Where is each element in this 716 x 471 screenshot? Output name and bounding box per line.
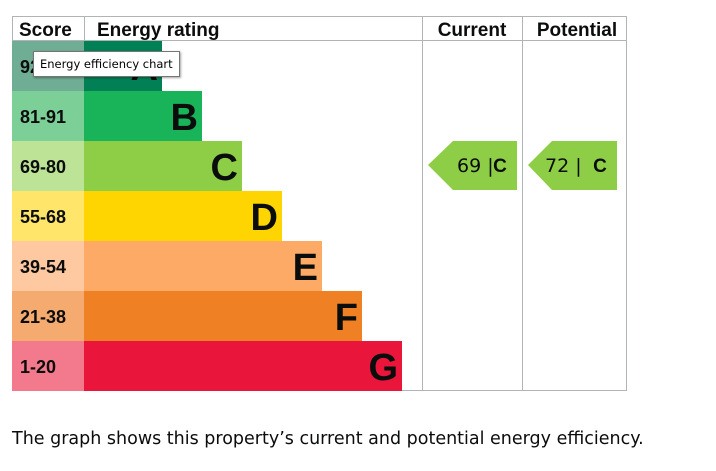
potential-rating-arrow xyxy=(528,141,617,190)
rating-bar xyxy=(84,91,202,141)
header-energy-rating: Energy rating xyxy=(97,20,219,41)
rating-band-d: 55-68 D xyxy=(12,191,282,241)
rating-letter: C xyxy=(211,147,238,189)
rating-letter: E xyxy=(293,247,318,289)
current-rating-value: 69 | xyxy=(457,155,494,177)
current-rating-letter: C xyxy=(493,156,507,177)
score-label: 55-68 xyxy=(20,207,66,227)
potential-rating-letter: C xyxy=(593,156,607,177)
score-label: 39-54 xyxy=(20,257,66,277)
rating-bar xyxy=(84,291,362,341)
score-label: 69-80 xyxy=(20,157,66,177)
header-current: Current xyxy=(438,20,507,41)
score-cell xyxy=(12,91,84,141)
chart-caption: The graph shows this property’s current … xyxy=(12,429,644,449)
score-cell xyxy=(12,291,84,341)
rating-band-c: 69-80 C xyxy=(12,141,242,191)
rating-letter: G xyxy=(368,347,398,389)
score-cell xyxy=(12,191,84,241)
header-score: Score xyxy=(19,20,72,41)
score-label: 21-38 xyxy=(20,307,66,327)
rating-letter: B xyxy=(171,97,198,139)
rating-letter: F xyxy=(335,297,358,339)
rating-bar xyxy=(84,241,322,291)
rating-band-b: 81-91 B xyxy=(12,91,202,141)
rating-band-f: 21-38 F xyxy=(12,291,362,341)
potential-rating-value: 72 | xyxy=(545,155,582,177)
rating-bar xyxy=(84,191,282,241)
score-cell xyxy=(12,341,84,391)
header-potential: Potential xyxy=(537,20,617,41)
score-label: 81-91 xyxy=(20,107,66,127)
current-rating-arrow xyxy=(428,141,517,190)
rating-band-g: 1-20 G xyxy=(12,341,402,391)
score-cell xyxy=(12,241,84,291)
rating-letter: D xyxy=(251,197,278,239)
rating-bar xyxy=(84,341,402,391)
rating-band-e: 39-54 E xyxy=(12,241,322,291)
score-label: 1-20 xyxy=(20,357,56,377)
potential-rating-marker: 72 | C xyxy=(528,141,617,190)
chart-tooltip: Energy efficiency chart xyxy=(33,51,180,77)
current-rating-marker: 69 | C xyxy=(428,141,517,190)
score-cell xyxy=(12,141,84,191)
rating-bar xyxy=(84,141,242,191)
